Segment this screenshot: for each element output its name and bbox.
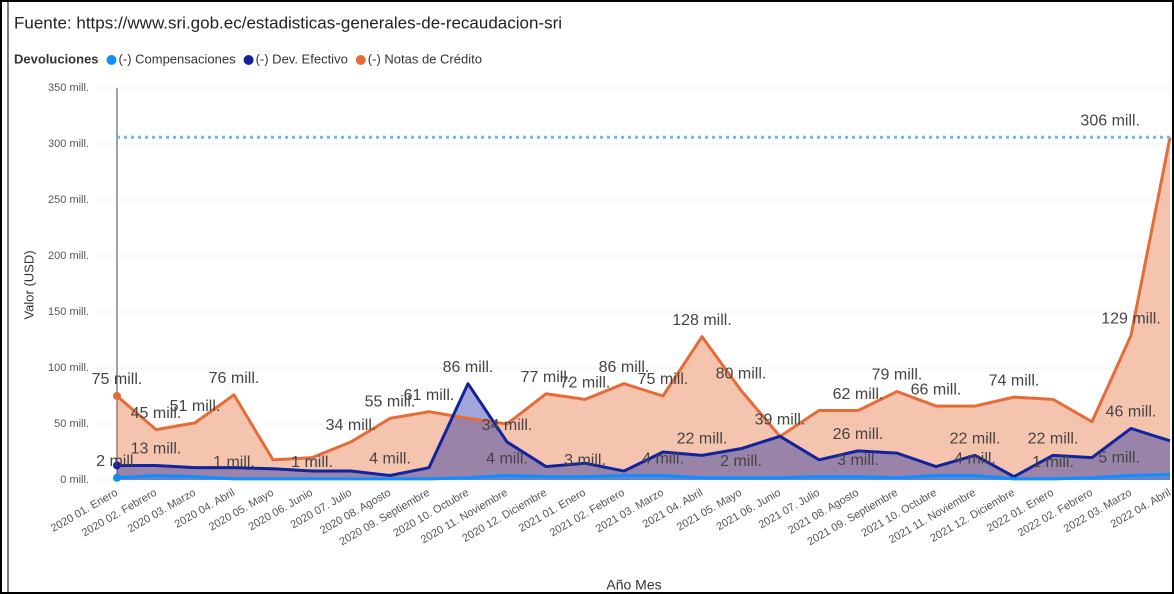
y-tick-label: 0 mill. [60,474,89,486]
legend-marker [355,55,366,65]
y-tick-label: 200 mill. [48,250,89,262]
data-label: 3 mill. [837,452,879,469]
data-label: 45 mill. [131,405,182,422]
data-label: 2 mill. [720,453,762,470]
chart-title: Fuente: https://www.sri.gob.ec/estadisti… [14,13,562,32]
data-label: 22 mill. [677,431,728,448]
data-label: 306 mill. [1080,112,1140,129]
data-label: 39 mill. [755,412,806,429]
data-label: 66 mill. [911,381,962,398]
data-label: 3 mill. [564,452,606,469]
data-label: 77 mill. [521,369,572,386]
data-label: 2 mill. [96,453,138,470]
data-label: 1 mill. [291,454,333,471]
y-tick-label: 250 mill. [48,194,89,206]
legend-label: (-) Dev. Efectivo [256,51,348,66]
data-label: 72 mill. [560,375,611,392]
data-label: 4 mill. [642,451,684,468]
legend-marker [243,55,254,65]
data-label: 74 mill. [989,372,1040,389]
data-label: 55 mill. [365,394,416,411]
data-label: 1 mill. [213,454,255,471]
y-tick-label: 150 mill. [48,306,89,318]
line [116,136,1172,462]
point [113,461,121,470]
legend-label: (-) Compensaciones [119,51,237,66]
data-label: 129 mill. [1101,311,1161,328]
legend: Devoluciones (-) Compensaciones (-) Dev. E… [14,51,482,66]
data-label: 79 mill. [872,367,923,384]
data-label: 51 mill. [170,398,221,415]
data-label: 22 mill. [1028,431,1079,448]
legend-marker [106,55,117,65]
data-label: 4 mill. [486,451,528,468]
area [117,137,1170,480]
y-axis-label: Valor (USD) [21,250,36,319]
y-tick-label: 100 mill. [48,362,89,374]
data-label: 34 mill. [326,417,377,434]
data-label: 22 mill. [950,431,1001,448]
data-label: 26 mill. [833,426,884,443]
data-label: 5 mill. [1098,450,1140,467]
line [117,382,1171,479]
line [116,472,1171,481]
data-label: 75 mill. [638,371,689,388]
data-label: 128 mill. [672,312,732,329]
area [117,383,1170,480]
y-tick-label: 350 mill. [48,82,89,94]
data-label: 34 mill. [482,417,533,434]
point [113,473,121,482]
data-label: 86 mill. [599,359,650,376]
data-label: 1 mill. [1032,454,1074,471]
data-label: 80 mill. [716,366,767,383]
y-tick-label: 300 mill. [48,138,89,150]
x-axis-label: Año Mes [606,577,661,593]
legend-label: (-) Notas de Crédito [368,51,482,66]
data-label: 75 mill. [92,371,143,388]
legend-title: Devoluciones [14,51,99,66]
data-label: 86 mill. [443,359,494,376]
data-label: 62 mill. [833,386,884,403]
data-label: 4 mill. [954,451,996,468]
data-label: 61 mill. [404,387,455,404]
point [113,392,121,400]
data-label: 13 mill. [131,441,182,458]
data-label: 76 mill. [209,370,260,387]
data-label: 46 mill. [1106,404,1157,421]
data-label: 4 mill. [369,451,411,468]
y-tick-label: 50 mill. [54,418,89,430]
